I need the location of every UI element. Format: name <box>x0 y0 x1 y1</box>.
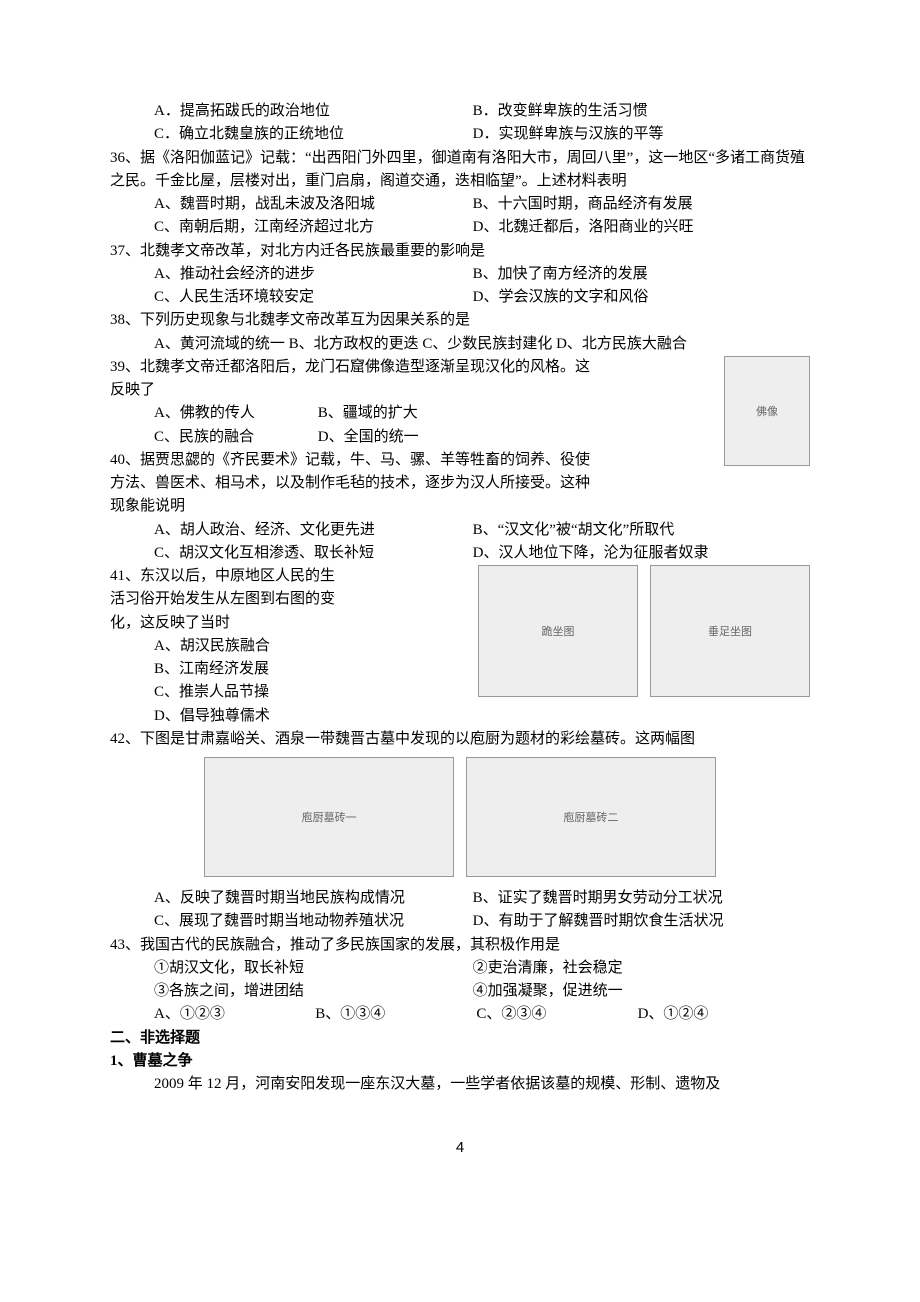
q40-stem-a: 40、据贾思勰的《齐民要术》记载，牛、马、骡、羊等牲畜的饲养、役使 <box>110 449 810 472</box>
q41-stem-1: 41、东汉以后，中原地区人民的生 <box>110 565 370 588</box>
q41-block: 跪坐图 垂足坐图 41、东汉以后，中原地区人民的生 活习俗开始发生从左图到右图的… <box>110 565 810 728</box>
q35-choice-d: D．实现鲜卑族与汉族的平等 <box>473 123 788 146</box>
q42-choice-c: C、展现了魏晋时期当地动物养殖状况 <box>154 910 469 933</box>
q43-choice-b: B、①③④ <box>315 1003 472 1026</box>
q39-choice-c: C、民族的融合 <box>154 426 314 449</box>
q42-image-2: 庖厨墓砖二 <box>466 757 716 877</box>
q40-choice-d: D、汉人地位下降，沦为征服者奴隶 <box>473 542 788 565</box>
q38-choices-line: A、黄河流域的统一 B、北方政权的更迭 C、少数民族封建化 D、北方民族大融合 <box>110 333 810 356</box>
page-number: 4 <box>110 1136 810 1159</box>
q39-choices-row2: C、民族的融合 D、全国的统一 <box>110 426 810 449</box>
section-2-title: 二、非选择题 <box>110 1027 810 1050</box>
q35-choice-c: C．确立北魏皇族的正统地位 <box>154 123 469 146</box>
q41-choice-b: B、江南经济发展 <box>110 658 370 681</box>
q43-choice-d: D、①②④ <box>638 1003 795 1026</box>
q41-image-right: 垂足坐图 <box>650 565 810 697</box>
q43-items-row2: ③各族之间，增进团结 ④加强凝聚，促进统一 <box>110 980 810 1003</box>
q37-choice-a: A、推动社会经济的进步 <box>154 263 469 286</box>
q43-item-2: ②吏治清廉，社会稳定 <box>473 957 788 980</box>
q40-choice-b: B、“汉文化”被“胡文化”所取代 <box>473 519 788 542</box>
q36-stem: 36、据《洛阳伽蓝记》记载：“出西阳门外四里，御道南有洛阳大市，周回八里”，这一… <box>110 147 810 194</box>
q39-choice-b: B、疆域的扩大 <box>318 402 418 425</box>
q36-choice-a: A、魏晋时期，战乱未波及洛阳城 <box>154 193 469 216</box>
q43-choices-row: A、①②③ B、①③④ C、②③④ D、①②④ <box>110 1003 810 1026</box>
q39-choice-d: D、全国的统一 <box>318 426 419 449</box>
q41-choice-a: A、胡汉民族融合 <box>110 635 370 658</box>
q37-choice-d: D、学会汉族的文字和风俗 <box>473 286 788 309</box>
q43-item-1: ①胡汉文化，取长补短 <box>154 957 469 980</box>
q36-choice-d: D、北魏迁都后，洛阳商业的兴旺 <box>473 216 788 239</box>
q37-choices-row1: A、推动社会经济的进步 B、加快了南方经济的发展 <box>110 263 810 286</box>
q42-images: 庖厨墓砖一 庖厨墓砖二 <box>110 757 810 877</box>
q39-stem-a: 39、北魏孝文帝迁都洛阳后，龙门石窟佛像造型逐渐呈现汉化的风格。这 <box>110 356 810 379</box>
q41-stem-3: 化，这反映了当时 <box>110 612 370 635</box>
q41-image-left: 跪坐图 <box>478 565 638 697</box>
q39-choice-a: A、佛教的传人 <box>154 402 314 425</box>
q36-choices-row2: C、南朝后期，江南经济超过北方 D、北魏迁都后，洛阳商业的兴旺 <box>110 216 810 239</box>
q40-choices-row2: C、胡汉文化互相渗透、取长补短 D、汉人地位下降，沦为征服者奴隶 <box>110 542 810 565</box>
q42-choices-row2: C、展现了魏晋时期当地动物养殖状况 D、有助于了解魏晋时期饮食生活状况 <box>110 910 810 933</box>
q42-choice-a: A、反映了魏晋时期当地民族构成情况 <box>154 887 469 910</box>
q38-stem: 38、下列历史现象与北魏孝文帝改革互为因果关系的是 <box>110 309 810 332</box>
q40-choices-row1: A、胡人政治、经济、文化更先进 B、“汉文化”被“胡文化”所取代 <box>110 519 810 542</box>
q37-choice-c: C、人民生活环境较安定 <box>154 286 469 309</box>
q41-stem-2: 活习俗开始发生从左图到右图的变 <box>110 588 370 611</box>
q35-choices-row2: C．确立北魏皇族的正统地位 D．实现鲜卑族与汉族的平等 <box>110 123 810 146</box>
q39-block: 佛像 39、北魏孝文帝迁都洛阳后，龙门石窟佛像造型逐渐呈现汉化的风格。这 反映了… <box>110 356 810 449</box>
q41-images: 跪坐图 垂足坐图 <box>478 565 810 697</box>
q36-choice-c: C、南朝后期，江南经济超过北方 <box>154 216 469 239</box>
q35-choice-a: A．提高拓跋氏的政治地位 <box>154 100 469 123</box>
q43-choice-c: C、②③④ <box>476 1003 633 1026</box>
q43-item-4: ④加强凝聚，促进统一 <box>473 980 788 1003</box>
q39-buddha-image: 佛像 <box>724 356 810 466</box>
q43-choice-a: A、①②③ <box>154 1003 311 1026</box>
q36-choice-b: B、十六国时期，商品经济有发展 <box>473 193 788 216</box>
q40-stem-c: 现象能说明 <box>110 495 810 518</box>
q37-choices-row2: C、人民生活环境较安定 D、学会汉族的文字和风俗 <box>110 286 810 309</box>
q41-choice-d: D、倡导独尊儒术 <box>110 705 370 728</box>
q39-stem-b: 反映了 <box>110 379 810 402</box>
q41-choice-c: C、推崇人品节操 <box>110 681 370 704</box>
s2q1-body: 2009 年 12 月，河南安阳发现一座东汉大墓，一些学者依据该墓的规模、形制、… <box>110 1073 810 1096</box>
q43-item-3: ③各族之间，增进团结 <box>154 980 469 1003</box>
q43-stem: 43、我国古代的民族融合，推动了多民族国家的发展，其积极作用是 <box>110 934 810 957</box>
q42-choice-b: B、证实了魏晋时期男女劳动分工状况 <box>473 887 788 910</box>
q36-choices-row1: A、魏晋时期，战乱未波及洛阳城 B、十六国时期，商品经济有发展 <box>110 193 810 216</box>
q40-stem-b: 方法、兽医术、相马术，以及制作毛毡的技术，逐步为汉人所接受。这种 <box>110 472 810 495</box>
q42-image-1: 庖厨墓砖一 <box>204 757 454 877</box>
q39-choices-row1: A、佛教的传人 B、疆域的扩大 <box>110 402 810 425</box>
q42-stem: 42、下图是甘肃嘉峪关、酒泉一带魏晋古墓中发现的以庖厨为题材的彩绘墓砖。这两幅图 <box>110 728 810 751</box>
q42-choices-row1: A、反映了魏晋时期当地民族构成情况 B、证实了魏晋时期男女劳动分工状况 <box>110 887 810 910</box>
q37-choice-b: B、加快了南方经济的发展 <box>473 263 788 286</box>
q43-items-row1: ①胡汉文化，取长补短 ②吏治清廉，社会稳定 <box>110 957 810 980</box>
q40-choice-a: A、胡人政治、经济、文化更先进 <box>154 519 469 542</box>
q37-stem: 37、北魏孝文帝改革，对北方内迁各民族最重要的影响是 <box>110 240 810 263</box>
q35-choices-row1: A．提高拓跋氏的政治地位 B．改变鲜卑族的生活习惯 <box>110 100 810 123</box>
s2q1-title: 1、曹墓之争 <box>110 1050 810 1073</box>
q35-choice-b: B．改变鲜卑族的生活习惯 <box>473 100 788 123</box>
q42-choice-d: D、有助于了解魏晋时期饮食生活状况 <box>473 910 788 933</box>
q40-choice-c: C、胡汉文化互相渗透、取长补短 <box>154 542 469 565</box>
